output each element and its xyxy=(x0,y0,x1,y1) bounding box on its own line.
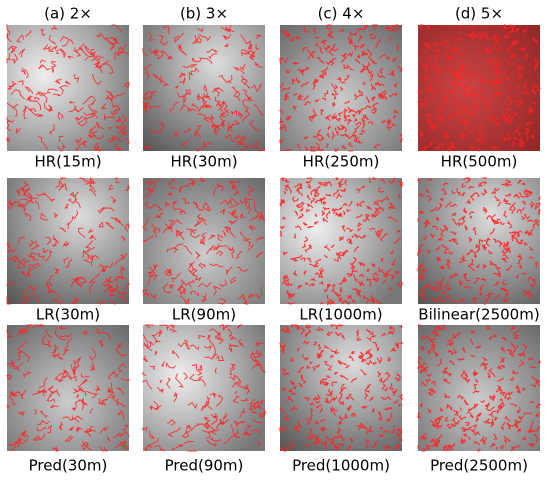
image-caption: HR(15m) xyxy=(34,153,101,171)
dem-image xyxy=(417,177,541,305)
drainage-network xyxy=(6,176,130,305)
column-header: (c) 4× xyxy=(318,5,365,23)
drainage-network xyxy=(142,324,267,452)
dem-image xyxy=(278,24,403,153)
image-caption: LR(1000m) xyxy=(299,306,382,324)
column-header: (b) 3× xyxy=(180,5,228,23)
drainage-network xyxy=(142,24,266,152)
drainage-network xyxy=(417,177,541,305)
drainage-network xyxy=(278,24,403,153)
dem-image xyxy=(142,177,266,305)
image-caption: LR(90m) xyxy=(172,306,236,324)
image-background xyxy=(418,325,540,451)
dem-image xyxy=(417,23,541,152)
dem-image xyxy=(142,324,267,452)
dem-image xyxy=(417,324,542,453)
dem-image xyxy=(279,176,404,306)
image-background xyxy=(7,178,129,304)
image-caption: HR(500m) xyxy=(441,153,518,171)
dem-image xyxy=(6,176,130,305)
image-caption: Bilinear(2500m) xyxy=(418,306,539,324)
image-caption: Pred(2500m) xyxy=(430,457,528,475)
image-caption: Pred(90m) xyxy=(165,457,244,475)
drainage-network xyxy=(142,177,266,305)
drainage-network xyxy=(6,324,131,452)
image-caption: HR(250m) xyxy=(303,153,380,171)
image-background xyxy=(7,25,129,151)
drainage-network xyxy=(279,176,404,306)
dem-image xyxy=(142,24,266,152)
dem-image xyxy=(6,23,130,152)
drainage-network xyxy=(417,23,541,152)
drainage-network xyxy=(417,324,542,453)
drainage-network xyxy=(279,324,403,452)
column-header: (a) 2× xyxy=(44,5,92,23)
image-background xyxy=(418,25,540,151)
dem-image xyxy=(6,324,131,452)
image-caption: LR(30m) xyxy=(36,306,100,324)
column-header: (d) 5× xyxy=(455,5,503,23)
image-caption: Pred(30m) xyxy=(29,457,108,475)
image-caption: HR(30m) xyxy=(170,153,237,171)
image-caption: Pred(1000m) xyxy=(292,457,390,475)
dem-image xyxy=(279,324,403,452)
drainage-network xyxy=(6,23,130,152)
